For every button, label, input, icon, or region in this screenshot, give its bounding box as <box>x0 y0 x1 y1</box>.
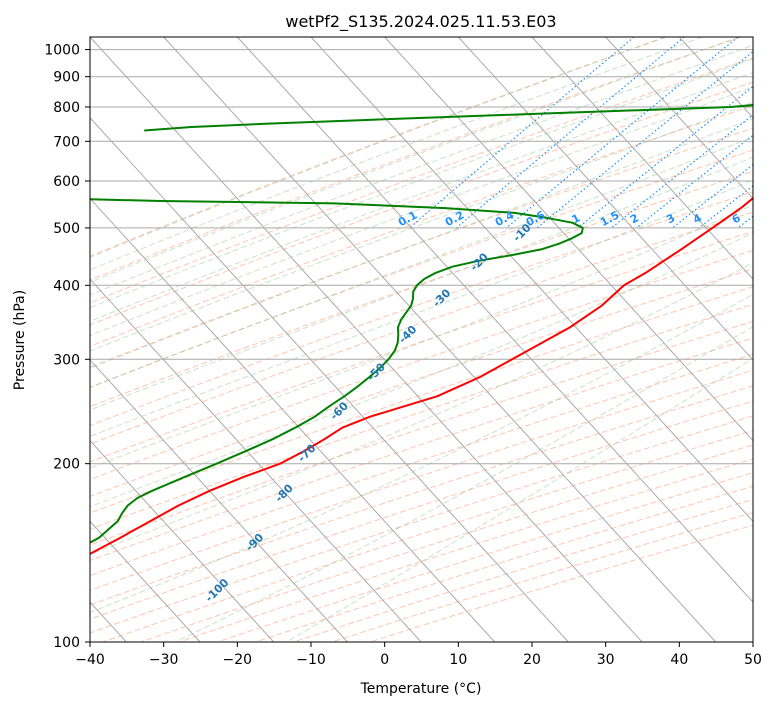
isotherm-line <box>90 117 569 642</box>
y-tick-label: 200 <box>53 457 80 473</box>
y-tick-label: 100 <box>53 635 80 651</box>
chart-title: wetPf2_S135.2024.025.11.53.E03 <box>285 12 556 32</box>
x-tick-label: −20 <box>223 652 253 668</box>
dewpoint-profile-line <box>90 198 584 544</box>
y-axis: 100 200 300 400 500 600 700 800 900 1000 <box>44 43 90 651</box>
mixing-ratio-line <box>611 113 753 229</box>
dry-adiabat-line <box>90 105 753 347</box>
x-tick-label: −40 <box>75 652 105 668</box>
y-tick-label: 900 <box>53 70 80 86</box>
y-axis-title: Pressure (hPa) <box>12 290 28 390</box>
sounding-series <box>90 104 753 556</box>
dry-adiabat-line <box>90 303 753 530</box>
isotherm-line <box>163 37 717 642</box>
moist-adiabat-line <box>90 118 753 369</box>
dry-adiabat-line <box>90 37 667 257</box>
dry-adiabat-line <box>90 37 742 281</box>
isotherm-line <box>605 37 753 200</box>
dry-adiabat-line <box>90 320 753 546</box>
y-tick-label: 800 <box>53 100 80 116</box>
x-tick-label: 10 <box>449 652 467 668</box>
temperature-profile-line <box>90 196 753 556</box>
moist-adiabat-line <box>90 136 753 389</box>
moist-adiabat-line <box>90 232 753 508</box>
dry-adiabat-line <box>90 81 753 326</box>
plot-area: 0.10.20.40.611.52346810131620253036-100-… <box>90 37 753 642</box>
moist-adiabat-line <box>90 293 753 614</box>
y-tick-label: 500 <box>53 221 80 237</box>
isotherms <box>90 37 753 642</box>
dry-adiabat-line <box>90 249 753 481</box>
x-tick-label: −10 <box>296 652 326 668</box>
moist-adiabat-line <box>90 179 753 437</box>
mixing-ratio-line <box>536 50 753 229</box>
isotherm-line <box>457 37 753 361</box>
x-tick-label: −30 <box>149 652 179 668</box>
moist-adiabat-line <box>90 71 753 322</box>
isotherm-line <box>90 520 201 642</box>
y-tick-label: 300 <box>53 352 80 368</box>
y-tick-label: 400 <box>53 278 80 294</box>
mixing-ratio-lines <box>409 37 753 229</box>
y-tick-label: 1000 <box>44 43 80 59</box>
mixing-ratio-line <box>505 37 739 229</box>
isobars <box>90 49 753 642</box>
moist-adiabat-line <box>90 44 753 296</box>
mixing-ratio-line <box>409 37 635 229</box>
isotherm-line <box>384 37 753 442</box>
plot-frame <box>89 36 754 643</box>
mixing-ratio-line <box>672 163 753 229</box>
moist-adiabat-line <box>90 86 753 337</box>
isotherm-line <box>236 37 753 603</box>
x-tick-label: 30 <box>597 652 615 668</box>
dry-adiabat-line <box>90 268 753 498</box>
dewpoint-profile-line <box>144 104 753 132</box>
moist-adiabat-line <box>90 58 753 309</box>
dry-adiabat-line <box>90 211 753 445</box>
isotherm-line <box>531 37 753 280</box>
isotherm-line <box>310 37 753 523</box>
y-tick-label: 700 <box>53 134 80 150</box>
isotherm-line <box>90 197 496 642</box>
x-tick-label: 50 <box>744 652 762 668</box>
x-axis: −40 −30 −20 −10 0 10 20 30 40 50 <box>75 642 762 668</box>
isotherm-line <box>90 278 422 642</box>
dry-adiabat-line <box>90 369 753 591</box>
isotherm-line <box>90 439 275 642</box>
x-tick-label: 20 <box>523 652 541 668</box>
x-axis-title: Temperature (°C) <box>360 681 482 697</box>
mixing-ratio-line <box>577 85 753 229</box>
y-tick-label: 600 <box>53 174 80 190</box>
x-tick-label: 0 <box>380 652 389 668</box>
dry-adiabat-line <box>90 127 753 368</box>
dry-adiabat-line <box>90 170 753 408</box>
dry-adiabat-line <box>90 353 753 577</box>
isotherm-line <box>90 37 643 642</box>
x-tick-label: 40 <box>670 652 688 668</box>
dry-adiabat-line <box>90 57 753 304</box>
isotherm-line <box>90 359 348 642</box>
mixing-ratio-line <box>455 37 685 229</box>
moist-adiabat-line <box>90 156 753 411</box>
